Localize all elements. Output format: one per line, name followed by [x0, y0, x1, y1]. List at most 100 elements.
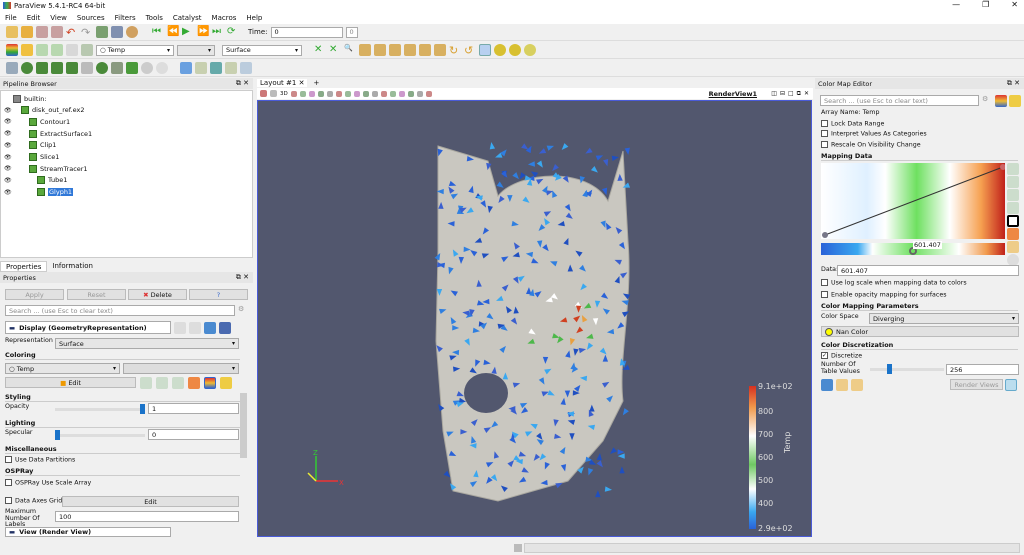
camera-undo-icon[interactable] [96, 26, 108, 38]
specular-slider[interactable] [55, 434, 145, 437]
visibility-eye-icon[interactable]: 👁 [4, 141, 12, 149]
specular-slider-handle[interactable] [55, 430, 60, 440]
table-values-input[interactable]: 256 [946, 364, 1019, 375]
hover-points-icon[interactable] [353, 90, 360, 97]
menu-filters[interactable]: Filters [114, 13, 136, 22]
pipeline-item[interactable]: 👁 Glyph1 [4, 187, 74, 198]
show-legend-icon[interactable] [204, 377, 216, 389]
rescale-range-icon[interactable] [1007, 163, 1019, 175]
rescale-data-range-icon[interactable] [36, 44, 48, 56]
coloring-component-dropdown[interactable] [123, 363, 239, 374]
select-cells-frustum-icon[interactable] [308, 90, 315, 97]
restore-default-icon[interactable] [204, 322, 216, 334]
render-views-button[interactable]: Render Views [950, 379, 1003, 390]
next-frame-icon[interactable]: ⏩ [197, 26, 210, 37]
glyph-icon[interactable] [96, 62, 108, 74]
interactive-select-cells-icon[interactable] [335, 90, 342, 97]
select-points-icon[interactable] [195, 62, 207, 74]
apply-button[interactable]: Apply [5, 289, 64, 300]
split-horizontal-icon[interactable]: ◫ [771, 89, 777, 97]
rescale-visible-range-icon[interactable] [81, 44, 93, 56]
last-frame-icon[interactable]: ⏭ [212, 26, 221, 37]
ospray-scale-array-checkbox[interactable]: OSPRay Use Scale Array [5, 479, 91, 487]
pipeline-item[interactable]: 👁 ExtractSurface1 [4, 128, 92, 139]
select-block-icon[interactable] [225, 62, 237, 74]
visibility-eye-icon[interactable]: 👁 [4, 106, 12, 114]
pick-center-icon[interactable] [494, 44, 506, 56]
undock-close-icons[interactable]: ⧉ ✕ [235, 79, 249, 87]
help-button[interactable]: ? [189, 289, 248, 300]
specular-input[interactable]: 0 [148, 429, 239, 440]
visibility-eye-icon[interactable]: 👁 [4, 130, 12, 138]
menu-macros[interactable]: Macros [211, 13, 237, 22]
pipeline-item[interactable]: 👁 Slice1 [4, 152, 59, 163]
rescale-temporal-range-icon[interactable] [66, 44, 78, 56]
invert-icon[interactable] [1007, 215, 1019, 227]
table-values-slider[interactable] [870, 368, 944, 371]
color-transfer-function-editor[interactable]: 601.407 [821, 241, 1005, 255]
interpret-categories-checkbox[interactable]: Interpret Values As Categories [821, 130, 927, 138]
pipeline-item[interactable]: 👁 StreamTracer1 [4, 163, 88, 174]
pipeline-item[interactable]: builtin: [13, 93, 47, 104]
minimize-button[interactable]: — [952, 0, 961, 9]
maximize-view-icon[interactable]: □ [788, 89, 794, 97]
connect-icon[interactable] [36, 26, 48, 38]
interactive-select-points-icon[interactable] [344, 90, 351, 97]
copy-icon[interactable] [174, 322, 186, 334]
shrink-selection-icon[interactable] [398, 90, 405, 97]
zoom-to-box-icon[interactable]: 🔍 [344, 44, 353, 52]
extract-subset-icon[interactable] [81, 62, 93, 74]
rescale-temporal-icon[interactable] [172, 377, 184, 389]
log-scale-checkbox[interactable]: Use log scale when mapping data to color… [821, 279, 967, 287]
select-cells-on-icon[interactable] [290, 90, 297, 97]
visibility-eye-icon[interactable]: 👁 [4, 165, 12, 173]
reset-camera-icon[interactable]: ✕ [314, 44, 323, 55]
choose-preset-icon[interactable] [1007, 228, 1019, 240]
rotate-plus-90-icon[interactable]: ↻ [449, 44, 459, 57]
redo-icon[interactable]: ↷ [81, 26, 91, 39]
view-plus-x-icon[interactable] [359, 44, 371, 56]
delete-button[interactable]: ✖ Delete [128, 289, 187, 300]
open-icon[interactable] [6, 26, 18, 38]
play-icon[interactable]: ▶ [182, 26, 190, 37]
data-axes-grid-checkbox[interactable]: Data Axes Grid [5, 497, 62, 505]
use-data-partitions-checkbox[interactable]: Use Data Partitions [5, 456, 75, 464]
opacity-point[interactable] [1000, 164, 1006, 170]
show-legend-icon[interactable] [995, 95, 1007, 107]
active-view-label[interactable]: RenderView1 [708, 89, 757, 98]
display-section-header[interactable]: ▬ Display (GeometryRepresentation) [5, 321, 171, 334]
opacity-input[interactable]: 1 [148, 403, 239, 414]
edit-legend-icon[interactable] [1009, 95, 1021, 107]
view-minus-z-icon[interactable] [434, 44, 446, 56]
edit-selection-icon[interactable] [416, 90, 423, 97]
save-defaults-icon[interactable] [836, 379, 848, 391]
rescale-custom-range-icon[interactable] [51, 44, 63, 56]
contour-icon[interactable] [21, 62, 33, 74]
select-cells-icon[interactable] [180, 62, 192, 74]
edit-colormap-icon[interactable] [21, 44, 33, 56]
threshold-icon[interactable] [66, 62, 78, 74]
slice-icon[interactable] [51, 62, 63, 74]
opacity-mapping-checkbox[interactable]: Enable opacity mapping for surfaces [821, 291, 947, 299]
close-button[interactable]: ✕ [1011, 0, 1018, 9]
stream-tracer-icon[interactable] [111, 62, 123, 74]
menu-file[interactable]: File [5, 13, 17, 22]
color-space-dropdown[interactable]: Diverging [869, 313, 1019, 324]
rescale-custom-icon[interactable] [156, 377, 168, 389]
edit-legend-icon[interactable] [220, 377, 232, 389]
view-minus-y-icon[interactable] [404, 44, 416, 56]
table-values-slider-handle[interactable] [887, 364, 892, 374]
time-index-spinbox[interactable]: 0 [345, 26, 358, 38]
menu-view[interactable]: View [50, 13, 67, 22]
visibility-eye-icon[interactable]: 👁 [4, 188, 12, 196]
calculator-icon[interactable] [6, 62, 18, 74]
first-frame-icon[interactable]: ⏮ [152, 26, 161, 37]
view-section-header[interactable]: ▬ View (Render View) [5, 527, 171, 537]
tab-layout-1[interactable]: Layout #1 ✕ [257, 79, 308, 87]
edit-colormap-button[interactable]: ■ Edit [5, 377, 136, 388]
zoom-to-data-icon[interactable]: ✕ [329, 44, 338, 55]
undock-close-icons[interactable]: ⧉ ✕ [235, 273, 249, 281]
select-block-icon[interactable] [326, 90, 333, 97]
menu-help[interactable]: Help [246, 13, 263, 22]
paste-icon[interactable] [189, 322, 201, 334]
